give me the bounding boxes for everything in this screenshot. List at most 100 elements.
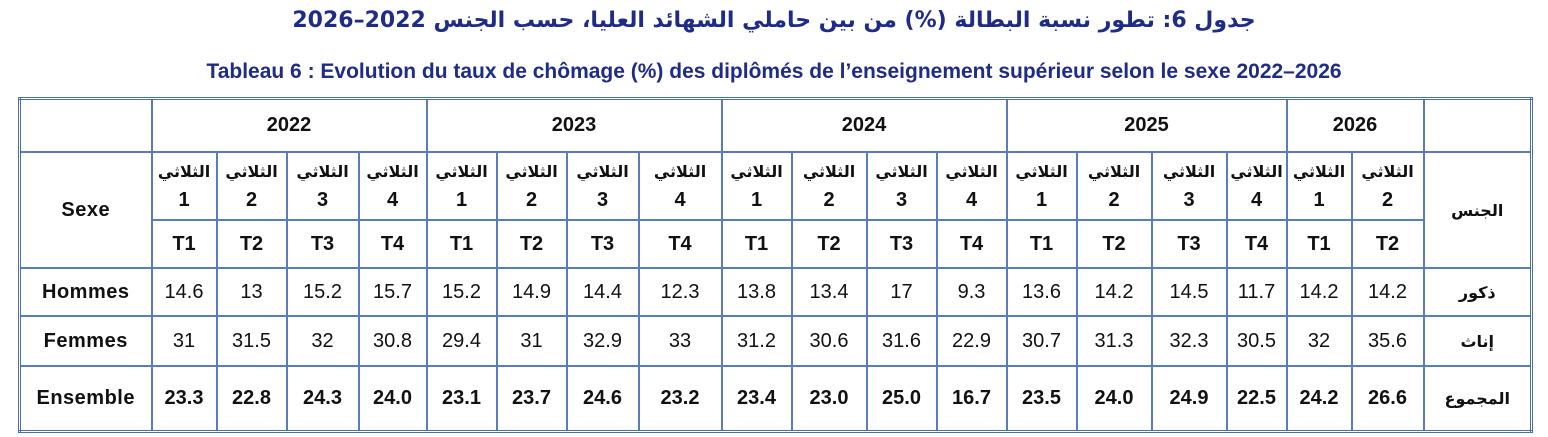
quarter-code: T2 (215, 219, 288, 269)
quarter-number: 2 (525, 189, 538, 211)
quarter-number: 2 (823, 189, 835, 211)
quarter-label: الثلاثي (296, 162, 349, 181)
quarter-number: 1 (1313, 189, 1325, 211)
value-cell: 32.3 (1150, 315, 1228, 367)
quarter-label: الثلاثي (653, 162, 707, 181)
value-cell: 24.9 (1150, 365, 1228, 433)
data-row: Femmes 31 31.5 32 30.8 29.4 31 32.9 33 31.2 30.6 31… (18, 315, 1533, 367)
quarter-label: الثلاثي (1230, 162, 1283, 181)
value-cell: 14.2 (1285, 267, 1353, 317)
year-header: 2026 (1285, 97, 1425, 153)
corner-cell (1422, 97, 1533, 153)
quarter-code: T3 (865, 219, 938, 269)
value-cell: 13.6 (1005, 267, 1078, 317)
value-cell: 23.1 (425, 365, 498, 433)
quarter-code: T2 (1075, 219, 1153, 269)
row-label-ar: ذكور (1422, 267, 1533, 317)
quarter-code: T4 (357, 219, 428, 269)
value-cell: 25.0 (865, 365, 938, 433)
quarter-number: 3 (596, 189, 609, 211)
quarter-code: T4 (637, 219, 723, 269)
quarter-number: 2 (245, 189, 258, 211)
value-cell: 22.5 (1225, 365, 1288, 433)
value-cell: 32 (1285, 315, 1353, 367)
quarter-number: 3 (316, 189, 329, 211)
row-label-fr: Femmes (18, 315, 153, 367)
quarter-row: Sexe الثلاثي 1 الثلاثي 2 الثلاثي 3 الثلاثي 4 الثل… (18, 151, 1533, 269)
quarter-code: T1 (425, 219, 498, 269)
value-cell: 31.5 (215, 315, 288, 367)
value-cell: 14.9 (495, 267, 568, 317)
quarter-code: T2 (1350, 219, 1425, 269)
quarter-header: الثلاثي 3 (285, 151, 360, 221)
quarter-number: 1 (1035, 189, 1048, 211)
quarter-number: 4 (1250, 189, 1263, 211)
quarter-header: الثلاثي 3 (565, 151, 640, 221)
value-cell: 26.6 (1350, 365, 1425, 433)
value-cell: 30.5 (1225, 315, 1288, 367)
quarter-label: الثلاثي (875, 162, 928, 181)
quarter-header: الثلاثي 2 (1350, 151, 1425, 221)
quarter-label: الثلاثي (1361, 162, 1414, 181)
data-row: Hommes 14.6 13 15.2 15.7 15.2 14.9 14.4 12.3 13.8… (18, 267, 1533, 317)
value-cell: 13.4 (790, 267, 868, 317)
year-row: 2022 2023 2024 2025 2026 (18, 97, 1533, 153)
value-cell: 31.6 (865, 315, 938, 367)
quarter-number: 2 (1108, 189, 1120, 211)
quarter-label: الثلاثي (945, 162, 998, 181)
quarter-label: الثلاثي (1162, 162, 1216, 181)
value-cell: 16.7 (935, 365, 1008, 433)
value-cell: 9.3 (935, 267, 1008, 317)
quarter-code: T1 (150, 219, 218, 269)
value-cell: 15.2 (425, 267, 498, 317)
value-cell: 35.6 (1350, 315, 1425, 367)
quarter-number: 4 (965, 189, 978, 211)
quarter-code: T4 (935, 219, 1008, 269)
quarter-header: الثلاثي 3 (865, 151, 938, 221)
quarter-code: T1 (720, 219, 793, 269)
quarter-header: الثلاثي 3 (1150, 151, 1228, 221)
quarter-number: 3 (1183, 189, 1195, 211)
value-cell: 23.0 (790, 365, 868, 433)
quarter-header: الثلاثي 1 (1285, 151, 1353, 221)
value-cell: 14.2 (1075, 267, 1153, 317)
quarter-header: الثلاثي 4 (637, 151, 723, 221)
quarter-label: الثلاثي (1087, 162, 1141, 181)
quarter-label: الثلاثي (366, 162, 419, 181)
quarter-number: 4 (386, 189, 399, 211)
value-cell: 14.4 (565, 267, 640, 317)
value-cell: 30.8 (357, 315, 428, 367)
quarter-number: 1 (750, 189, 763, 211)
sex-header-fr: Sexe (18, 151, 153, 269)
row-label-fr: Hommes (18, 267, 153, 317)
value-cell: 22.8 (215, 365, 288, 433)
value-cell: 14.2 (1350, 267, 1425, 317)
value-cell: 24.6 (565, 365, 640, 433)
value-cell: 29.4 (425, 315, 498, 367)
quarter-label: الثلاثي (1292, 162, 1346, 181)
quarter-header: الثلاثي 4 (357, 151, 428, 221)
value-cell: 12.3 (637, 267, 723, 317)
quarter-code: T3 (565, 219, 640, 269)
value-cell: 31.3 (1075, 315, 1153, 367)
quarter-code: T2 (495, 219, 568, 269)
value-cell: 33 (637, 315, 723, 367)
value-cell: 15.7 (357, 267, 428, 317)
row-label-ar: إناث (1422, 315, 1533, 367)
quarter-code: T4 (1225, 219, 1288, 269)
value-cell: 31 (150, 315, 218, 367)
quarter-number: 4 (674, 189, 686, 211)
year-header: 2022 (150, 97, 428, 153)
quarter-header: الثلاثي 2 (1075, 151, 1153, 221)
value-cell: 23.3 (150, 365, 218, 433)
value-cell: 15.2 (285, 267, 360, 317)
value-cell: 23.2 (637, 365, 723, 433)
quarter-label: الثلاثي (225, 162, 278, 181)
value-cell: 24.2 (1285, 365, 1353, 433)
value-cell: 14.5 (1150, 267, 1228, 317)
quarter-number: 2 (1381, 189, 1394, 211)
year-header: 2025 (1005, 97, 1288, 153)
value-cell: 32.9 (565, 315, 640, 367)
quarter-label: الثلاثي (505, 162, 558, 181)
